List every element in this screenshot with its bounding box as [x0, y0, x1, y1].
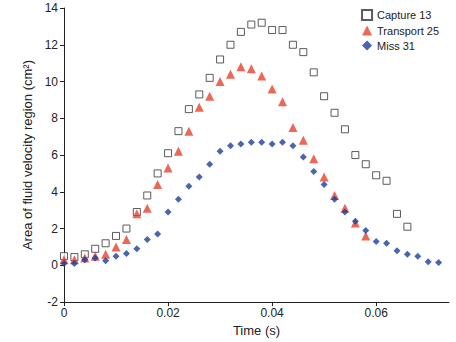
svg-text:Transport 25: Transport 25 [377, 25, 439, 37]
svg-text:Time (s): Time (s) [233, 323, 280, 338]
svg-text:0.02: 0.02 [156, 306, 180, 320]
svg-text:2: 2 [51, 222, 58, 236]
svg-text:6: 6 [51, 148, 58, 162]
svg-text:8: 8 [51, 111, 58, 125]
svg-text:12: 12 [45, 38, 59, 52]
svg-text:0.06: 0.06 [364, 306, 388, 320]
svg-text:-2: -2 [47, 295, 58, 309]
svg-text:0.04: 0.04 [260, 306, 284, 320]
svg-text:Miss 31: Miss 31 [377, 40, 415, 52]
svg-text:4: 4 [51, 185, 58, 199]
svg-text:10: 10 [45, 75, 59, 89]
svg-text:14: 14 [45, 1, 59, 15]
svg-text:Capture 13: Capture 13 [377, 9, 431, 21]
svg-text:0: 0 [61, 306, 68, 320]
svg-text:0: 0 [51, 258, 58, 272]
svg-text:Area of fluid velocity region: Area of fluid velocity region (cm²) [20, 60, 35, 250]
